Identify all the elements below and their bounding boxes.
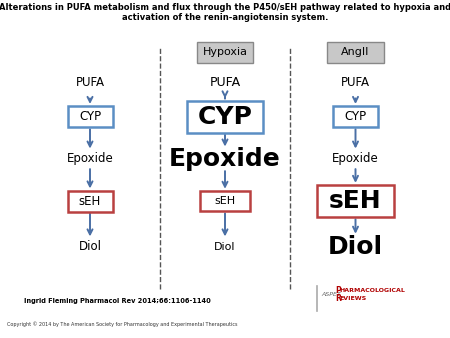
FancyBboxPatch shape: [68, 191, 112, 212]
Text: Epoxide: Epoxide: [169, 147, 281, 171]
Text: PUFA: PUFA: [209, 76, 241, 89]
Text: activation of the renin-angiotensin system.: activation of the renin-angiotensin syst…: [122, 13, 328, 22]
Text: EVIEWS: EVIEWS: [340, 296, 367, 300]
Text: PUFA: PUFA: [76, 76, 104, 89]
Text: AngII: AngII: [341, 47, 370, 57]
Text: CYP: CYP: [198, 104, 252, 129]
FancyBboxPatch shape: [328, 42, 383, 63]
Text: sEH: sEH: [79, 195, 101, 208]
Text: Alterations in PUFA metabolism and flux through the P450/sEH pathway related to : Alterations in PUFA metabolism and flux …: [0, 3, 450, 13]
Text: Diol: Diol: [214, 242, 236, 252]
Text: sEH: sEH: [215, 196, 235, 206]
FancyBboxPatch shape: [333, 106, 378, 127]
Text: ΑSPET: ΑSPET: [322, 292, 342, 296]
FancyBboxPatch shape: [200, 191, 250, 211]
Text: R: R: [335, 294, 341, 303]
Text: CYP: CYP: [344, 110, 367, 123]
FancyBboxPatch shape: [187, 101, 263, 132]
Text: Diol: Diol: [328, 235, 383, 259]
Text: sEH: sEH: [329, 189, 382, 213]
Text: Copyright © 2014 by The American Society for Pharmacology and Experimental Thera: Copyright © 2014 by The American Society…: [7, 322, 237, 327]
Text: P: P: [335, 286, 341, 295]
Text: Ingrid Fleming Pharmacol Rev 2014;66:1106-1140: Ingrid Fleming Pharmacol Rev 2014;66:110…: [23, 298, 211, 304]
Text: PUFA: PUFA: [341, 76, 370, 89]
FancyBboxPatch shape: [68, 106, 112, 127]
Text: Diol: Diol: [78, 240, 102, 253]
FancyBboxPatch shape: [197, 42, 253, 63]
Text: HARMACOLOGICAL: HARMACOLOGICAL: [340, 288, 405, 293]
Text: Epoxide: Epoxide: [67, 152, 113, 165]
FancyBboxPatch shape: [317, 185, 394, 217]
Text: CYP: CYP: [79, 110, 101, 123]
Text: Epoxide: Epoxide: [332, 152, 379, 165]
Text: Hypoxia: Hypoxia: [202, 47, 248, 57]
